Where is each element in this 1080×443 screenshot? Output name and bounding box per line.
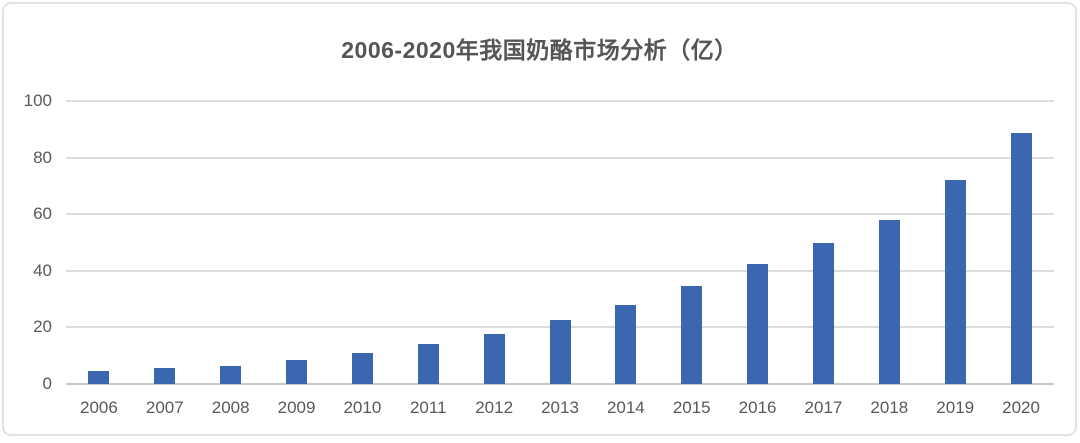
bar-2018 — [878, 219, 900, 384]
chart-card: 2006-2020年我国奶酪市场分析（亿） 0 20 40 60 80 100 2006 2… — [2, 2, 1077, 436]
y-tick-label-100: 100 — [23, 91, 52, 110]
bar-2009 — [286, 359, 308, 384]
bar-2006 — [88, 371, 110, 384]
x-tick-label-2017: 2017 — [804, 398, 843, 417]
y-tick-label-40: 40 — [33, 260, 52, 280]
x-tick-label-2013: 2013 — [541, 398, 579, 417]
bar-2014 — [615, 304, 637, 384]
y-tick-label-20: 20 — [33, 317, 52, 337]
bar-2019 — [944, 180, 966, 384]
x-tick-label-2012: 2012 — [475, 398, 514, 417]
x-tick-label-2014: 2014 — [606, 398, 645, 417]
gridline-80 — [66, 156, 1054, 159]
chart-title: 2006-2020年我国奶酪市场分析（亿） — [341, 37, 738, 63]
x-tick-label-2010: 2010 — [343, 398, 382, 417]
bar-2012 — [483, 334, 505, 384]
x-tick-label-2011: 2011 — [409, 398, 447, 417]
x-tick-label-2006: 2006 — [80, 398, 118, 417]
y-tick-label-0: 0 — [42, 374, 52, 393]
gridline-40 — [66, 269, 1054, 272]
bar-2011 — [417, 344, 439, 384]
gridline-60 — [66, 213, 1054, 216]
x-tick-label-2008: 2008 — [211, 398, 250, 417]
gridline-100 — [66, 100, 1054, 102]
y-tick-label-80: 80 — [33, 147, 52, 167]
x-tick-label-2019: 2019 — [936, 398, 975, 417]
x-tick-label-2007: 2007 — [145, 398, 184, 417]
x-axis-line — [66, 383, 1054, 385]
bar-2007 — [154, 368, 176, 384]
x-tick-label-2009: 2009 — [277, 398, 316, 417]
bar-2020 — [1010, 132, 1032, 384]
y-tick-label-60: 60 — [33, 204, 52, 224]
bar-2013 — [549, 320, 571, 384]
x-tick-label-2015: 2015 — [672, 398, 711, 417]
bar-2015 — [681, 286, 703, 384]
x-tick-label-2018: 2018 — [870, 398, 909, 417]
bar-2017 — [812, 243, 834, 384]
bar-2008 — [220, 365, 242, 384]
bar-2016 — [747, 263, 769, 384]
bar-2010 — [351, 352, 373, 384]
x-tick-label-2016: 2016 — [738, 398, 777, 417]
x-tick-label-2020: 2020 — [1002, 398, 1040, 417]
plot-area: 0 20 40 60 80 100 2006 2007 2008 2009 2010 2011 201… — [4, 4, 1080, 443]
